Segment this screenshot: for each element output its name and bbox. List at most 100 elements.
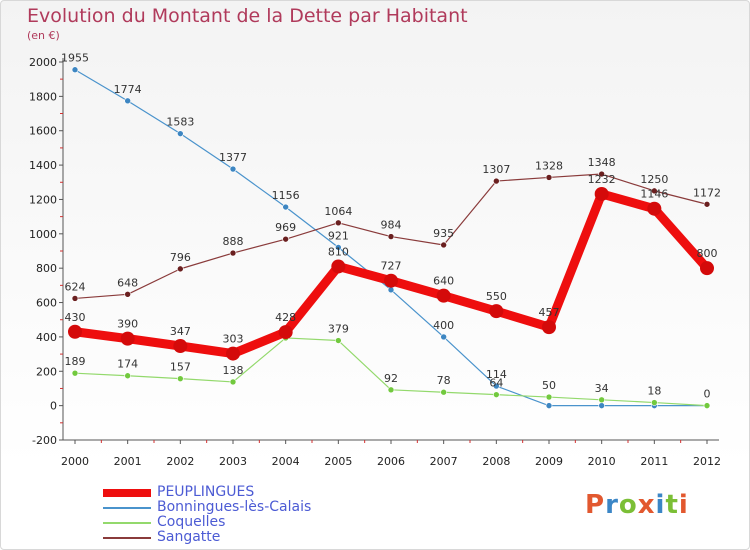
data-point-peuplingues [542,320,556,335]
data-label-peuplingues: 1146 [640,188,668,201]
proxiti-logo: Proxiti [585,490,689,520]
logo-letter: P [585,490,606,520]
data-label-sangatte: 1307 [482,163,510,176]
data-point-bonningues-l-s-calais [229,165,237,173]
x-tick-label: 2001 [114,455,142,468]
legend-label: Coquelles [157,514,226,530]
x-tick-label: 2009 [535,455,563,468]
x-tick-label: 2006 [377,455,405,468]
y-tick-label: 200 [36,365,57,378]
data-point-coquelles [177,375,184,382]
data-point-sangatte [177,265,184,273]
data-point-sangatte [703,200,711,208]
legend-swatch [103,488,151,497]
data-label-sangatte: 984 [381,219,402,232]
data-point-peuplingues [700,261,714,276]
data-label-bonningues-l-s-calais: 400 [433,319,454,332]
data-label-coquelles: 379 [328,323,349,336]
logo-letter: o [618,490,638,520]
data-point-coquelles [440,388,447,396]
data-point-peuplingues [331,259,346,274]
data-point-coquelles [229,378,237,386]
x-tick-label: 2000 [61,455,89,468]
data-label-sangatte: 648 [117,276,138,289]
x-tick-label: 2005 [324,455,352,468]
data-point-coquelles [387,386,395,394]
data-label-peuplingues: 800 [697,247,718,260]
data-point-bonningues-l-s-calais [440,333,447,341]
data-label-bonningues-l-s-calais: 1156 [272,189,300,202]
data-point-sangatte [282,235,289,243]
data-point-coquelles [598,396,605,404]
legend: PEUPLINGUES Bonningues-lès-Calais Coquelle… [103,485,311,545]
legend-label: PEUPLINGUES [157,484,255,500]
data-label-bonningues-l-s-calais: 1377 [219,151,247,164]
data-point-sangatte [493,177,500,185]
data-label-peuplingues: 347 [170,325,191,338]
data-label-coquelles: 174 [117,358,138,371]
data-label-bonningues-l-s-calais: 1955 [61,52,89,65]
y-tick-label: 800 [36,262,57,275]
data-point-peuplingues [278,325,293,340]
data-point-sangatte [440,241,447,249]
data-label-sangatte: 888 [223,235,244,248]
y-tick-label: 1000 [29,228,57,241]
data-point-peuplingues [384,273,398,288]
legend-item-bonningues-l-s-calais: Bonningues-lès-Calais [103,500,311,515]
data-point-sangatte [598,170,605,178]
data-label-coquelles: 0 [704,388,711,401]
data-label-peuplingues: 303 [223,333,244,346]
data-label-coquelles: 157 [170,361,191,374]
data-label-coquelles: 189 [65,355,86,368]
legend-item-peuplingues: PEUPLINGUES [103,485,311,500]
logo-letter: i [678,490,689,520]
data-point-coquelles [545,393,553,401]
legend-swatch [103,521,151,524]
data-point-bonningues-l-s-calais [124,97,131,105]
data-point-coquelles [493,391,500,398]
data-label-coquelles: 34 [595,382,609,395]
data-label-coquelles: 138 [223,364,244,377]
x-tick-label: 2011 [640,455,668,468]
data-label-sangatte: 1250 [640,173,668,186]
data-point-peuplingues [173,339,188,354]
y-tick-label: 1800 [29,90,57,103]
data-label-coquelles: 50 [542,379,556,392]
data-point-coquelles [651,399,658,406]
data-point-coquelles [71,369,79,377]
series-lines [68,66,714,409]
y-tick-label: -200 [32,434,57,447]
logo-letter: x [637,490,656,520]
data-label-bonningues-l-s-calais: 1583 [166,116,194,129]
data-point-bonningues-l-s-calais [282,203,289,211]
data-label-sangatte: 1348 [588,156,616,169]
logo-letter: t [665,490,679,520]
data-point-peuplingues [647,201,662,216]
data-point-peuplingues [120,331,135,346]
data-point-peuplingues [489,304,504,319]
x-tick-label: 2008 [482,455,510,468]
data-label-peuplingues: 727 [381,260,402,273]
legend-label: Bonningues-lès-Calais [157,499,312,515]
y-tick-label: 600 [36,297,57,310]
logo-letter: r [605,490,619,520]
data-label-peuplingues: 810 [328,245,349,258]
data-label-peuplingues: 457 [539,306,560,319]
data-point-sangatte [651,187,658,195]
data-point-bonningues-l-s-calais [493,382,500,390]
legend-swatch [103,506,151,509]
data-point-coquelles [703,402,711,409]
data-point-bonningues-l-s-calais [177,130,184,137]
y-tick-label: 1400 [29,159,57,172]
data-label-sangatte: 1328 [535,159,563,172]
y-tick-label: 1200 [29,193,57,206]
data-point-bonningues-l-s-calais [387,286,395,294]
data-label-peuplingues: 1232 [588,173,616,186]
legend-swatch [103,536,151,539]
data-label-peuplingues: 390 [117,318,138,331]
y-tick-label: 2000 [29,56,57,69]
data-point-peuplingues [436,288,451,303]
data-labels: 1955 1774 1583 1377 1156 921 400 114 189 174 157 13… [61,52,721,401]
data-label-sangatte: 1172 [693,186,721,199]
